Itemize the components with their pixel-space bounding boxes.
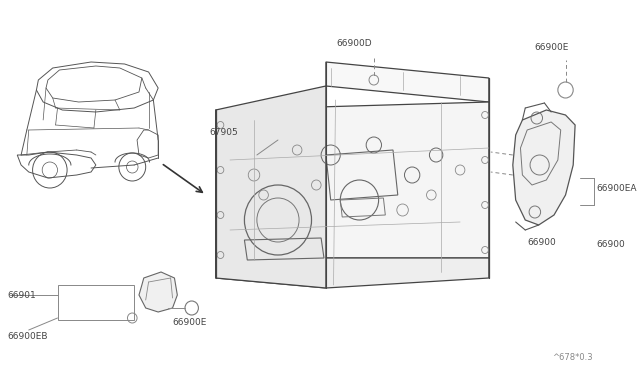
Polygon shape (513, 110, 575, 225)
Polygon shape (326, 62, 489, 102)
Polygon shape (139, 272, 177, 312)
Text: 66900: 66900 (527, 238, 556, 247)
Text: 66900D: 66900D (337, 39, 372, 48)
Text: 66900E: 66900E (173, 318, 207, 327)
Text: 66901: 66901 (8, 291, 36, 299)
Text: 66900: 66900 (596, 240, 625, 249)
Text: 66900EB: 66900EB (8, 332, 48, 341)
Polygon shape (216, 258, 489, 288)
Text: ^678*0.3: ^678*0.3 (552, 353, 593, 362)
Polygon shape (216, 86, 326, 288)
Text: 66900EA: 66900EA (596, 183, 637, 192)
Text: 66900E: 66900E (534, 43, 568, 52)
Polygon shape (216, 102, 489, 258)
Text: 67905: 67905 (209, 128, 237, 137)
